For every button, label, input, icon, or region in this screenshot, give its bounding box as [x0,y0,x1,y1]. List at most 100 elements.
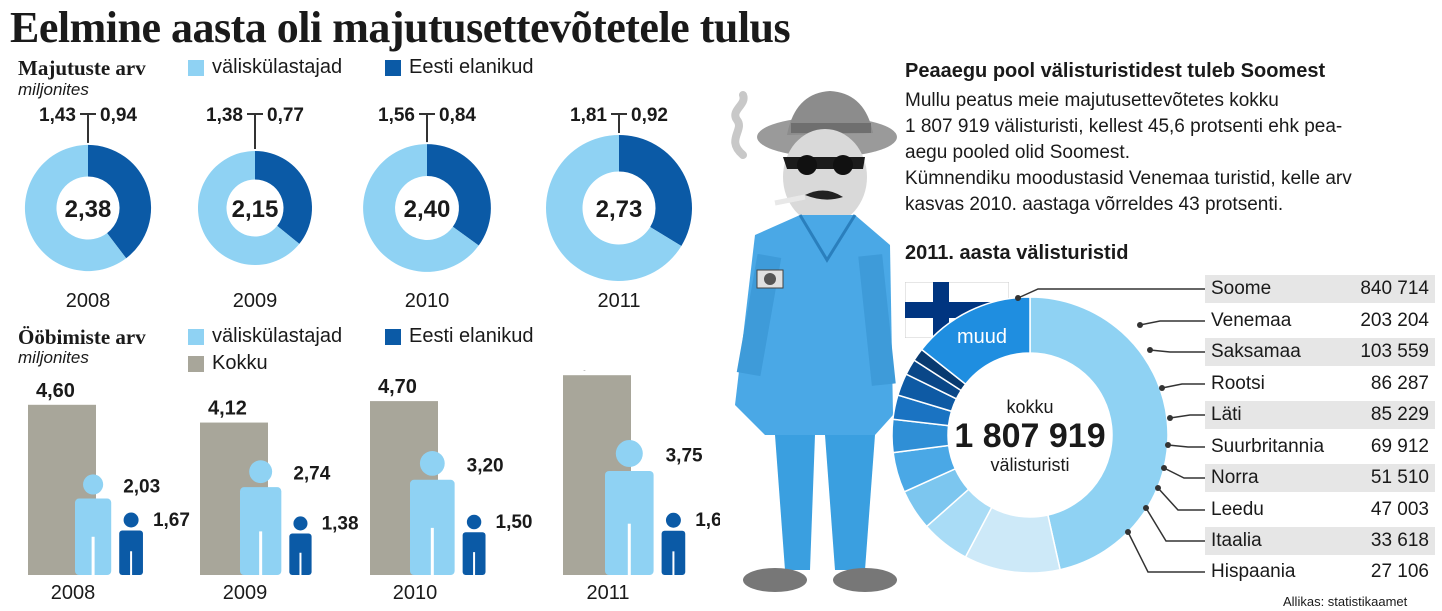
legend-foreign-label: väliskülastajad [212,56,343,78]
country-value: 51 510 [1370,467,1429,488]
article-line: aegu pooled olid Soomest. [905,142,1130,163]
leader-line [1157,487,1205,511]
donut-foreign-label: 1,56 [378,105,415,126]
country-value: 27 106 [1370,561,1429,582]
country-row: Itaalia 33 618 [1205,527,1435,555]
country-row: Rootsi 86 287 [1205,370,1435,398]
total-bar-label: 4,60 [36,380,75,402]
country-value: 47 003 [1370,499,1429,520]
donut-total-label: 2,38 [65,196,112,223]
country-name: Venemaa [1211,310,1292,331]
residents-person-head [293,516,308,531]
residents-person-label: 1,65 [695,510,720,531]
country-name: Leedu [1211,499,1264,520]
page-title: Eelmine aasta oli majutusettevõtetele tu… [10,3,791,52]
nights-legend-swatch-residents [385,328,401,345]
foreign-person-head [615,440,643,467]
leader-dot [1165,442,1171,448]
country-value: 69 912 [1370,436,1429,457]
leader-dot [1137,322,1143,328]
foreign-person-body [240,487,282,575]
donut-foreign-label: 1,43 [39,105,76,126]
legend-swatch-foreign [188,59,204,76]
residents-person-head [123,512,139,528]
country-name: Norra [1211,467,1259,488]
donut-center-top: kokku [1006,397,1053,417]
donut-year-2009: 2009 [232,290,278,312]
donut-total-label: 2,40 [404,196,451,223]
leader-dot [1167,415,1173,421]
donut-foreign-segment [546,135,682,281]
donut-foreign-segment [24,144,127,272]
country-name: Rootsi [1211,373,1265,394]
donut-residents-label: 0,84 [439,105,476,126]
article-line: kasvas 2010. aastaga võrreldes 43 protse… [905,194,1284,215]
country-row: Leedu 47 003 [1205,496,1435,524]
leader-dot [1159,385,1165,391]
nights-year-label: 2011 [586,582,629,604]
country-row: Venemaa 203 204 [1205,307,1435,335]
country-row: Norra 51 510 [1205,464,1435,492]
total-bar-label: 4,12 [208,398,247,420]
leader-dot [1147,347,1153,353]
leader-dot [1155,485,1161,491]
foreign-person-head [83,474,104,495]
accommodations-donut-charts: 1,43 0,94 2,38 1,38 0,77 2,15 1,56 0,84 2,40 1,81… [24,105,692,281]
legend-residents-label: Eesti elanikud [409,56,534,78]
nights-heading: Ööbimiste arv [18,325,146,349]
nights-charts: 4,60 2,03 1,67 2008 4,12 2,74 1,38 2009 4,70 3,20… [28,370,720,604]
country-value: 103 559 [1360,341,1429,362]
donut-foreign-segment [198,151,300,265]
article-line: Kümnendiku moodustasid Venemaa turistid,… [905,168,1352,189]
article-heading: Peaaegu pool välisturistidest tuleb Soom… [905,60,1326,82]
donut-residents-label: 0,94 [100,105,137,126]
country-value: 840 714 [1360,278,1429,299]
donut-total-label: 2,15 [232,196,279,223]
nights-legend-swatch-foreign [188,328,204,345]
donut-residents-segment [88,144,152,259]
country-name: Suurbritannia [1211,436,1325,457]
leader-dot [1125,529,1131,535]
nights-legend-total-label: Kokku [212,352,268,374]
donut-foreign-label: 1,81 [570,105,607,126]
accommodations-heading: Majutuste arv [18,56,146,80]
residents-person-head [466,514,482,530]
nights-legend-residents: Eesti elanikud [385,325,534,348]
other-segment-label: muud [957,326,1007,348]
residents-person-label: 1,50 [496,512,533,533]
nights-legend-total: Kokku [188,352,268,375]
legend-swatch-residents [385,59,401,76]
nights-legend-foreign-label: väliskülastajad [212,325,343,347]
nights-year-label: 2009 [223,582,268,604]
country-value: 86 287 [1370,373,1429,394]
foreign-person-label: 3,75 [666,446,703,467]
donut-center-bottom: välisturisti [990,455,1069,475]
donut-year-2010: 2010 [404,290,450,312]
leader-line [1139,320,1205,326]
country-value: 33 618 [1370,530,1429,551]
residents-person-head [665,512,681,528]
donut-residents-segment [255,151,312,244]
country-row: Hispaania 27 106 [1205,558,1435,586]
residents-person-label: 1,38 [322,513,359,534]
tourists-chart-heading: 2011. aasta välisturistid [905,242,1129,264]
donut-total-label: 2,73 [596,196,643,223]
donut-year-2008: 2008 [65,290,111,312]
donut-residents-label: 0,92 [631,105,668,126]
country-row: Läti 85 229 [1205,401,1435,429]
foreign-person-label: 2,03 [123,476,160,497]
foreign-person-head [419,451,445,476]
donut-residents-segment [619,135,692,246]
leader-line [1167,444,1205,448]
country-value: 85 229 [1370,404,1429,425]
donut-foreign-label: 1,38 [206,105,243,126]
leader-dot [1143,505,1149,511]
nights-legend-residents-label: Eesti elanikud [409,325,534,347]
foreign-person-body [410,479,455,575]
source-note: Allikas: statistikaamet [1283,594,1408,609]
leader-lines [1015,288,1205,573]
country-name: Hispaania [1211,561,1296,582]
donut-residents-segment [427,144,491,246]
legend-foreign: väliskülastajad [188,56,342,79]
